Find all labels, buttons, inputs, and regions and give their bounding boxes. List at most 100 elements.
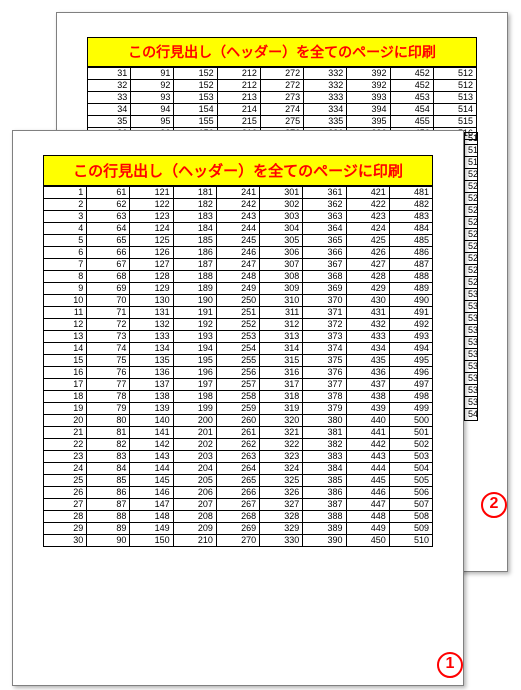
table-cell: 428 [346,271,389,283]
table-cell: 506 [389,487,432,499]
table-cell: 3 [44,211,87,223]
table-cell: 132 [130,319,173,331]
table-cell: 523 [465,205,478,217]
table-cell: 251 [216,307,259,319]
table-cell: 448 [346,511,389,523]
table-cell: 324 [260,463,303,475]
table-cell: 152 [174,80,217,92]
table-cell: 307 [260,259,303,271]
page-number-1: 1 [437,648,463,678]
table-cell: 529 [465,277,478,289]
table-cell: 364 [303,223,346,235]
table-row: 1474134194254314374434494 [44,343,433,355]
table-cell: 502 [389,439,432,451]
table-cell: 35 [88,116,131,128]
table-cell: 205 [173,475,216,487]
table-cell: 83 [87,451,130,463]
table-cell: 139 [130,403,173,415]
table-row: 1575135195255315375435495 [44,355,433,367]
table-cell: 333 [304,92,347,104]
table-cell: 129 [130,283,173,295]
table-cell: 14 [44,343,87,355]
table-cell: 381 [303,427,346,439]
table-cell: 20 [44,415,87,427]
table-cell: 483 [389,211,432,223]
table-cell: 301 [260,187,303,199]
table-row: 3292152212272332392452512 [88,80,477,92]
table-cell: 433 [346,331,389,343]
table-cell: 378 [303,391,346,403]
table-cell: 383 [303,451,346,463]
table-cell: 184 [173,223,216,235]
table-cell: 198 [173,391,216,403]
table-cell: 524 [465,217,478,229]
table-cell: 89 [87,523,130,535]
table-cell: 394 [347,104,390,116]
table-cell: 267 [216,499,259,511]
table-cell: 492 [389,319,432,331]
table-cell: 79 [87,403,130,415]
table-cell: 249 [216,283,259,295]
table-cell: 182 [173,199,216,211]
table-cell: 241 [216,187,259,199]
table-row: 2787147207267327387447507 [44,499,433,511]
table-cell: 507 [389,499,432,511]
table-cell: 80 [87,415,130,427]
table-cell: 450 [346,535,389,547]
table-cell: 272 [260,68,303,80]
table-cell: 31 [88,68,131,80]
page-number-2-label: 2 [481,492,507,518]
table-cell: 85 [87,475,130,487]
table-row: 3090150210270330390450510 [44,535,433,547]
page-2-content: この行見出し（ヘッダー）を全てのページに印刷 31911522122723323… [87,37,477,140]
table-cell: 505 [389,475,432,487]
table-cell: 142 [130,439,173,451]
table-cell: 88 [87,511,130,523]
header-row-page2: この行見出し（ヘッダー）を全てのページに印刷 [87,37,477,67]
table-cell: 256 [216,367,259,379]
table-cell: 380 [303,415,346,427]
table-cell: 26 [44,487,87,499]
table-row: 2080140200260320380440500 [44,415,433,427]
table-cell: 313 [260,331,303,343]
table-cell: 512 [433,68,476,80]
table-row: 969129189249309369429489 [44,283,433,295]
table-cell: 389 [303,523,346,535]
table-cell: 247 [216,259,259,271]
table-cell: 374 [303,343,346,355]
table-cell: 147 [130,499,173,511]
table-row: 1777137197257317377437497 [44,379,433,391]
table-cell: 197 [173,379,216,391]
table-cell: 330 [260,535,303,547]
table-cell: 212 [217,80,260,92]
table-row: 3393153213273333393453513 [88,92,477,104]
table-cell: 207 [173,499,216,511]
table-cell: 365 [303,235,346,247]
table-cell: 149 [130,523,173,535]
table-cell: 387 [303,499,346,511]
table-cell: 254 [216,343,259,355]
table-cell: 185 [173,235,216,247]
data-table-page1: 1611211812413013614214812621221822423023… [43,186,433,547]
table-row: 161121181241301361421481 [44,187,433,199]
table-cell: 335 [304,116,347,128]
table-cell: 306 [260,247,303,259]
table-cell: 429 [346,283,389,295]
table-cell: 93 [131,92,174,104]
table-cell: 28 [44,511,87,523]
table-cell: 250 [216,295,259,307]
table-cell: 268 [216,511,259,523]
table-cell: 527 [465,253,478,265]
table-cell: 522 [465,193,478,205]
table-cell: 308 [260,271,303,283]
table-cell: 24 [44,463,87,475]
table-cell: 266 [216,487,259,499]
table-cell: 532 [465,313,478,325]
table-cell: 421 [346,187,389,199]
table-cell: 482 [389,199,432,211]
table-cell: 395 [347,116,390,128]
table-cell: 95 [131,116,174,128]
table-cell: 501 [389,427,432,439]
table-cell: 253 [216,331,259,343]
table-cell: 441 [346,427,389,439]
